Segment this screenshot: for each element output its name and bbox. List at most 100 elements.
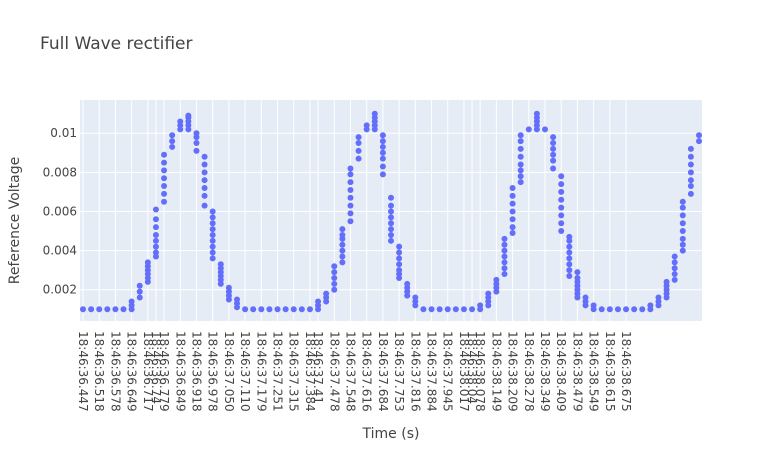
- data-point[interactable]: [501, 259, 508, 266]
- data-point[interactable]: [339, 226, 346, 233]
- data-point[interactable]: [347, 218, 354, 225]
- data-point[interactable]: [379, 138, 386, 145]
- data-point[interactable]: [339, 253, 346, 260]
- data-point[interactable]: [355, 140, 362, 147]
- data-point[interactable]: [306, 306, 313, 313]
- data-point[interactable]: [687, 161, 694, 168]
- data-point[interactable]: [517, 153, 524, 160]
- data-point[interactable]: [388, 231, 394, 238]
- data-point[interactable]: [452, 306, 459, 313]
- data-point[interactable]: [509, 208, 516, 215]
- data-point[interactable]: [347, 171, 354, 178]
- data-point[interactable]: [128, 298, 135, 305]
- data-point[interactable]: [274, 306, 281, 313]
- data-point[interactable]: [558, 188, 565, 195]
- data-point[interactable]: [144, 259, 151, 266]
- data-point[interactable]: [242, 306, 249, 313]
- data-point[interactable]: [550, 145, 557, 152]
- data-point[interactable]: [566, 249, 573, 256]
- data-point[interactable]: [396, 261, 403, 268]
- data-point[interactable]: [558, 204, 565, 211]
- data-point[interactable]: [396, 267, 403, 274]
- data-point[interactable]: [379, 149, 386, 156]
- data-point[interactable]: [687, 177, 694, 184]
- data-point[interactable]: [177, 118, 184, 125]
- data-point[interactable]: [209, 255, 216, 262]
- data-point[interactable]: [598, 306, 605, 313]
- data-point[interactable]: [550, 151, 557, 158]
- data-point[interactable]: [509, 200, 516, 207]
- data-point[interactable]: [679, 241, 686, 248]
- data-point[interactable]: [679, 228, 686, 235]
- data-point[interactable]: [566, 233, 573, 240]
- data-point[interactable]: [501, 271, 508, 278]
- data-point[interactable]: [379, 155, 386, 162]
- data-point[interactable]: [347, 194, 354, 201]
- data-point[interactable]: [136, 282, 143, 289]
- data-point[interactable]: [623, 306, 630, 313]
- data-point[interactable]: [558, 220, 565, 227]
- data-point[interactable]: [209, 231, 216, 238]
- data-point[interactable]: [250, 306, 257, 313]
- data-point[interactable]: [193, 130, 200, 137]
- data-point[interactable]: [509, 185, 516, 192]
- data-point[interactable]: [161, 159, 168, 166]
- data-point[interactable]: [687, 190, 694, 197]
- data-point[interactable]: [355, 155, 362, 162]
- data-point[interactable]: [347, 165, 354, 172]
- data-point[interactable]: [112, 306, 119, 313]
- data-point[interactable]: [485, 290, 492, 297]
- data-point[interactable]: [558, 196, 565, 203]
- data-point[interactable]: [550, 140, 557, 147]
- data-point[interactable]: [671, 265, 678, 272]
- data-point[interactable]: [161, 175, 168, 182]
- data-point[interactable]: [193, 147, 200, 154]
- data-point[interactable]: [169, 132, 176, 139]
- data-point[interactable]: [347, 179, 354, 186]
- data-point[interactable]: [477, 302, 484, 309]
- data-point[interactable]: [225, 284, 232, 291]
- data-point[interactable]: [679, 198, 686, 205]
- data-point[interactable]: [355, 134, 362, 141]
- data-point[interactable]: [347, 210, 354, 217]
- data-point[interactable]: [161, 190, 168, 197]
- data-point[interactable]: [501, 247, 508, 254]
- data-point[interactable]: [558, 228, 565, 235]
- data-point[interactable]: [339, 241, 346, 248]
- data-point[interactable]: [647, 302, 654, 309]
- data-point[interactable]: [679, 204, 686, 211]
- data-point[interactable]: [493, 276, 500, 283]
- data-point[interactable]: [687, 183, 694, 190]
- data-point[interactable]: [404, 280, 411, 287]
- data-point[interactable]: [201, 192, 208, 199]
- data-point[interactable]: [388, 194, 394, 201]
- data-point[interactable]: [679, 235, 686, 242]
- data-point[interactable]: [209, 237, 216, 244]
- data-point[interactable]: [209, 214, 216, 221]
- data-point[interactable]: [323, 290, 330, 297]
- data-point[interactable]: [88, 306, 95, 313]
- data-point[interactable]: [201, 202, 208, 209]
- data-point[interactable]: [161, 198, 168, 205]
- data-point[interactable]: [388, 237, 394, 244]
- data-point[interactable]: [201, 153, 208, 160]
- data-point[interactable]: [671, 253, 678, 260]
- data-point[interactable]: [315, 298, 322, 305]
- data-point[interactable]: [566, 261, 573, 268]
- data-point[interactable]: [687, 145, 694, 152]
- data-point[interactable]: [671, 271, 678, 278]
- data-point[interactable]: [379, 143, 386, 150]
- data-point[interactable]: [152, 237, 159, 244]
- data-point[interactable]: [388, 220, 394, 227]
- data-point[interactable]: [388, 214, 394, 221]
- data-point[interactable]: [566, 273, 573, 280]
- data-point[interactable]: [631, 306, 638, 313]
- data-point[interactable]: [347, 202, 354, 209]
- data-point[interactable]: [558, 181, 565, 188]
- data-point[interactable]: [282, 306, 289, 313]
- data-point[interactable]: [614, 306, 621, 313]
- data-point[interactable]: [331, 269, 338, 276]
- data-point[interactable]: [517, 179, 524, 186]
- data-point[interactable]: [331, 274, 338, 281]
- data-point[interactable]: [558, 212, 565, 219]
